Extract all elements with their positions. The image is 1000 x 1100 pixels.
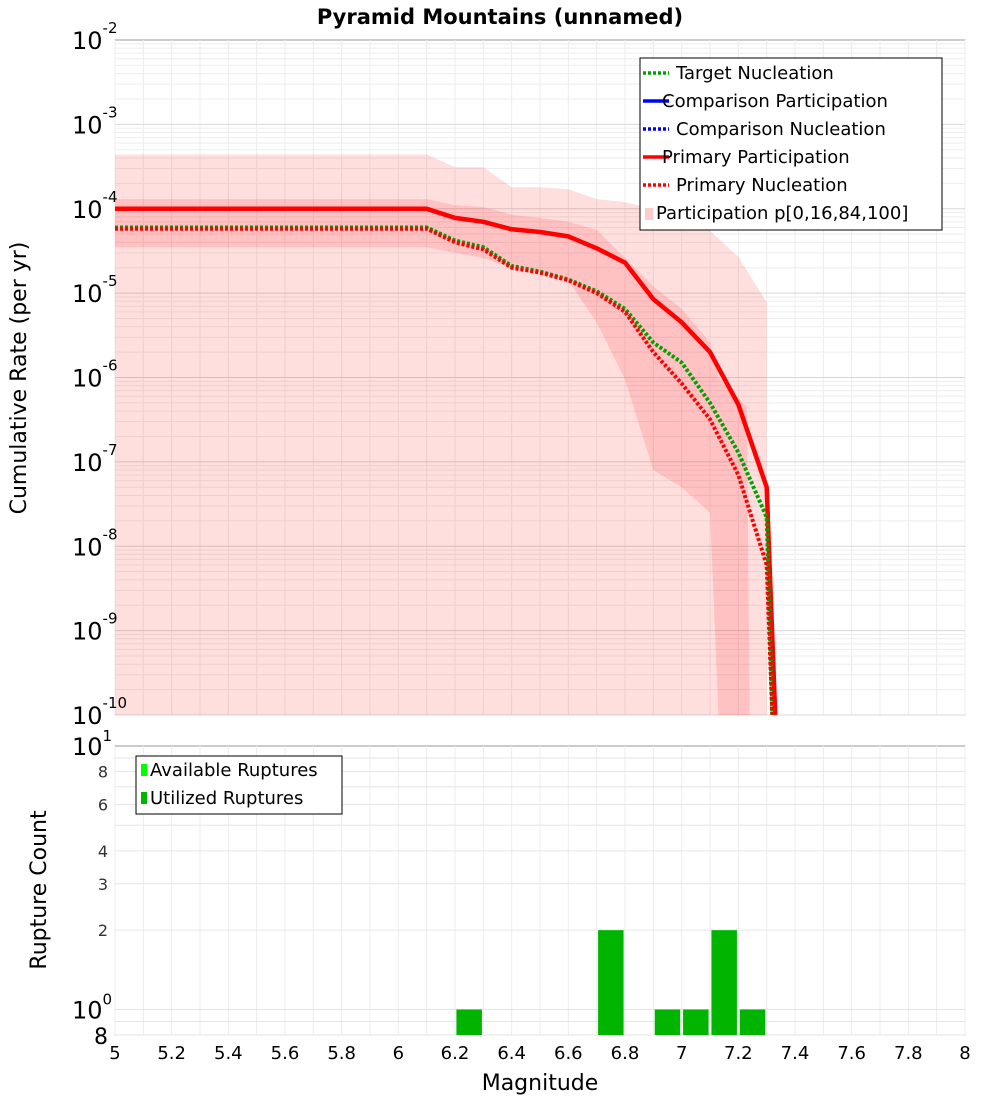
y-tick-label: 10-6 bbox=[72, 357, 118, 393]
legend-label: Participation p[0,16,84,100] bbox=[656, 203, 908, 224]
legend-swatch bbox=[141, 764, 147, 776]
y-tick-label: 6 bbox=[98, 795, 108, 814]
rate-y-axis-label: Cumulative Rate (per yr) bbox=[7, 242, 32, 515]
rate-legend: Target Nucleation Comparison Participatio… bbox=[639, 57, 943, 231]
count-bars bbox=[456, 930, 766, 1035]
x-axis-label: Magnitude bbox=[482, 1071, 599, 1096]
legend-label: Available Ruptures bbox=[150, 760, 318, 781]
x-tick-label: 5.2 bbox=[157, 1043, 186, 1064]
y-tick-label: 10-8 bbox=[72, 525, 118, 561]
rate-series-lines bbox=[115, 206, 778, 716]
series-line-primary-nucleation bbox=[115, 226, 775, 716]
x-tick-label: 7.8 bbox=[894, 1043, 923, 1064]
legend-label: Target Nucleation bbox=[675, 63, 834, 84]
legend-label: Primary Nucleation bbox=[676, 175, 848, 196]
y-tick-label: 100 bbox=[72, 990, 112, 1024]
chart-title: Pyramid Mountains (unnamed) bbox=[317, 5, 683, 29]
y-tick-label: 8 bbox=[94, 1025, 108, 1050]
legend-box bbox=[639, 57, 943, 231]
x-tick-label: 7 bbox=[676, 1043, 687, 1064]
count-y-axis-label: Rupture Count bbox=[27, 810, 52, 970]
bar-utilized-ruptures bbox=[739, 1009, 766, 1035]
x-tick-label: 8 bbox=[959, 1043, 970, 1064]
y-tick-label: 8 bbox=[98, 763, 108, 782]
y-tick-label: 10-9 bbox=[72, 610, 118, 646]
y-tick-label: 101 bbox=[72, 727, 112, 761]
x-tick-label: 5 bbox=[109, 1043, 120, 1064]
bar-utilized-ruptures bbox=[683, 1009, 709, 1035]
x-tick-label: 5.8 bbox=[327, 1043, 356, 1064]
series-line-primary-participation bbox=[115, 206, 778, 716]
y-tick-label: 2 bbox=[98, 921, 108, 940]
bar-utilized-ruptures bbox=[654, 1009, 681, 1035]
legend-box bbox=[135, 755, 343, 815]
x-tick-label: 6.8 bbox=[611, 1043, 640, 1064]
x-tick-label: 6.4 bbox=[497, 1043, 526, 1064]
x-tick-label: 6.6 bbox=[554, 1043, 583, 1064]
y-tick-label: 10-7 bbox=[72, 441, 118, 477]
legend-swatch bbox=[141, 792, 147, 804]
y-tick-label: 10-10 bbox=[72, 694, 127, 730]
x-tick-label: 7.6 bbox=[837, 1043, 866, 1064]
bar-utilized-ruptures bbox=[598, 930, 624, 1035]
legend-label: Utilized Ruptures bbox=[150, 788, 303, 809]
y-tick-label: 10-2 bbox=[72, 19, 118, 55]
rate-y-ticks: 10-10 10-9 10-8 10-7 10-6 10-5 10-4 10-3 10-2 bbox=[72, 19, 127, 730]
bar-utilized-ruptures bbox=[456, 1009, 482, 1035]
y-tick-label: 10-3 bbox=[72, 103, 118, 139]
x-tick-label: 7.2 bbox=[724, 1043, 753, 1064]
y-tick-label: 10-4 bbox=[72, 188, 118, 224]
y-tick-label: 10-5 bbox=[72, 272, 118, 308]
y-tick-label: 4 bbox=[98, 842, 108, 861]
x-tick-label: 6 bbox=[393, 1043, 404, 1064]
x-tick-label: 7.4 bbox=[781, 1043, 810, 1064]
y-tick-label: 3 bbox=[98, 875, 108, 894]
bar-utilized-ruptures bbox=[711, 930, 737, 1035]
participation-band bbox=[115, 154, 767, 716]
x-tick-label: 5.4 bbox=[214, 1043, 243, 1064]
x-tick-label: 5.6 bbox=[271, 1043, 300, 1064]
count-legend: Available Ruptures Utilized Ruptures bbox=[135, 755, 343, 815]
legend-label: Primary Participation bbox=[662, 147, 850, 168]
legend-label: Comparison Nucleation bbox=[676, 119, 886, 140]
legend-label: Comparison Participation bbox=[662, 91, 888, 112]
x-tick-label: 6.2 bbox=[441, 1043, 470, 1064]
legend-swatch bbox=[645, 208, 653, 220]
x-axis-ticks: 5 5.2 5.4 5.6 5.8 6 6.2 6.4 6.6 6.8 7 7.2 7.4 7.6 7.8 8 bbox=[109, 1043, 970, 1064]
